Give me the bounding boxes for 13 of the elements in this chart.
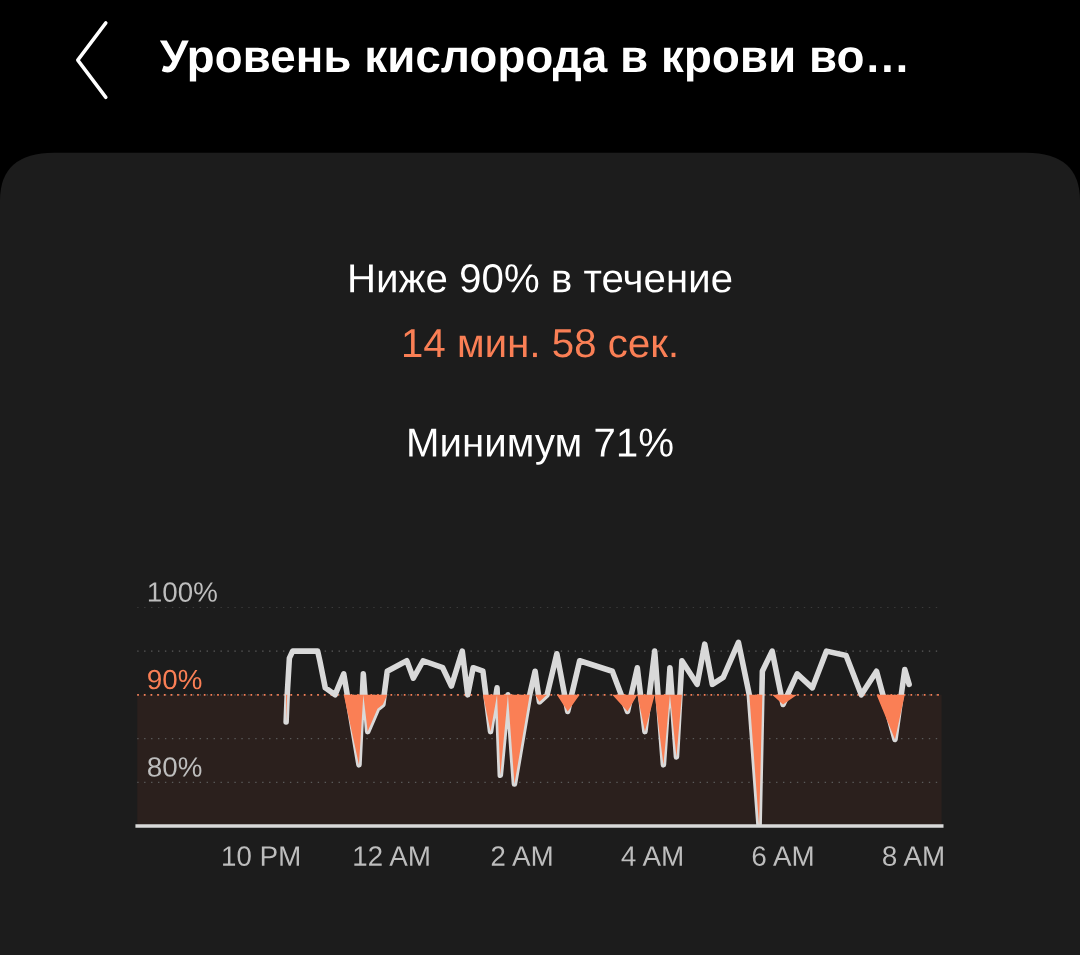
x-tick-label: 8 AM xyxy=(883,846,943,866)
chart-subtitle: Ниже 90% в течение xyxy=(350,264,732,293)
text: 14 мин. 58 сек. xyxy=(404,328,676,358)
y-tick-label: 80% xyxy=(148,757,202,777)
x-tick-label: 6 AM xyxy=(752,846,813,866)
x-tick-label: 4 AM xyxy=(621,846,682,866)
x-tick-label: 12 AM xyxy=(354,846,429,866)
y-tick-label: 100% xyxy=(148,582,217,602)
chart-title: Уровень кислорода в крови во… xyxy=(159,40,906,82)
y-tick-label: 90% xyxy=(148,669,202,690)
x-tick-label: 10 PM xyxy=(223,846,299,866)
x-tick-label: 2 AM xyxy=(491,846,552,866)
text: Минимум 71% xyxy=(409,428,673,465)
